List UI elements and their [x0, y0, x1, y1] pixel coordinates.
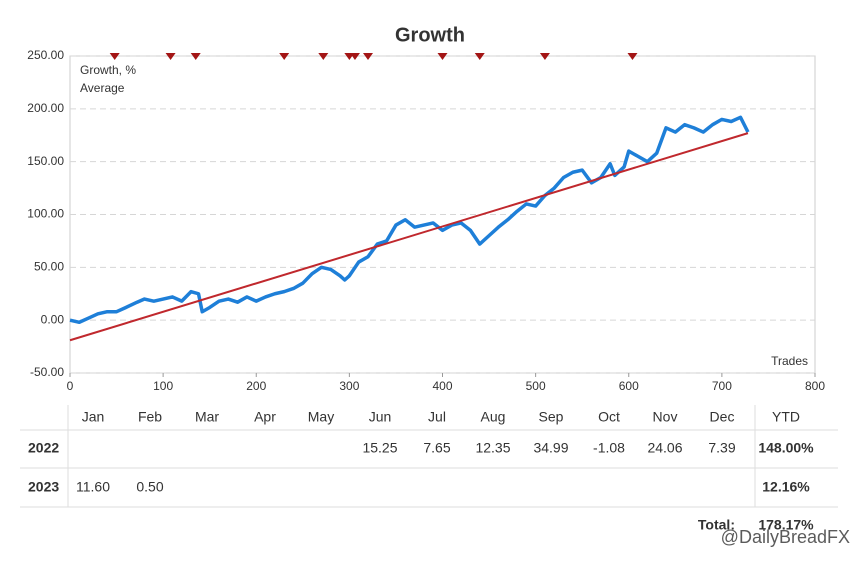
table-header: Apr: [254, 409, 276, 425]
month-cell: 0.50: [136, 479, 163, 495]
y-tick-label: 150.00: [27, 154, 64, 168]
event-marker: [109, 53, 120, 60]
month-cell: 7.39: [708, 440, 735, 456]
event-marker: [279, 53, 290, 60]
table-header: Feb: [138, 409, 162, 425]
series-line: [69, 132, 749, 342]
y-tick-label: 50.00: [34, 260, 64, 274]
row-year: 2022: [28, 440, 59, 456]
event-marker: [539, 53, 550, 60]
x-tick-label: 300: [339, 379, 359, 393]
event-marker: [318, 53, 329, 60]
table-header: Nov: [653, 409, 678, 425]
ytd-cell: 12.16%: [762, 479, 810, 495]
table-header: Aug: [481, 409, 506, 425]
total-label: Total:: [698, 517, 735, 533]
table-header: Jun: [369, 409, 392, 425]
x-tick-label: 700: [712, 379, 732, 393]
x-tick-label: 500: [526, 379, 546, 393]
x-tick-label: 400: [432, 379, 452, 393]
event-marker: [627, 53, 638, 60]
watermark: @DailyBreadFX: [721, 527, 850, 547]
month-cell: 11.60: [76, 479, 110, 495]
x-tick-label: 100: [153, 379, 173, 393]
month-cell: 12.35: [475, 440, 510, 456]
table-header: Mar: [195, 409, 219, 425]
y-tick-label: 250.00: [27, 48, 64, 62]
y-tick-label: 100.00: [27, 207, 64, 221]
table-header: Oct: [598, 409, 620, 425]
legend-entry: Growth, %: [80, 63, 136, 77]
chart-title: Growth: [395, 24, 465, 46]
x-tick-label: 600: [619, 379, 639, 393]
table-header: Jan: [82, 409, 105, 425]
month-cell: 15.25: [362, 440, 397, 456]
month-cell: 7.65: [423, 440, 450, 456]
series-line: [69, 115, 750, 325]
table-header: Sep: [539, 409, 564, 425]
event-marker: [349, 53, 360, 60]
x-tick-label: 800: [805, 379, 825, 393]
x-tick-label: 200: [246, 379, 266, 393]
y-tick-label: -50.00: [30, 365, 64, 379]
row-year: 2023: [28, 479, 59, 495]
table-header: Jul: [428, 409, 446, 425]
table-header: Dec: [710, 409, 735, 425]
table-header: May: [308, 409, 334, 425]
event-marker: [363, 53, 373, 60]
event-marker: [165, 53, 176, 60]
month-cell: 24.06: [647, 440, 682, 456]
x-tick-label: 0: [67, 379, 74, 393]
legend-entry: Average: [80, 81, 125, 95]
y-tick-label: 200.00: [27, 101, 64, 115]
month-cell: -1.08: [593, 440, 625, 456]
event-marker: [474, 53, 485, 60]
ytd-cell: 148.00%: [758, 440, 814, 456]
y-tick-label: 0.00: [41, 312, 65, 326]
total-value: 178.17%: [758, 517, 814, 533]
event-marker: [437, 53, 448, 60]
month-cell: 34.99: [533, 440, 568, 456]
table-header: YTD: [772, 409, 800, 425]
x-axis-label: Trades: [771, 354, 808, 368]
event-marker: [190, 53, 201, 60]
